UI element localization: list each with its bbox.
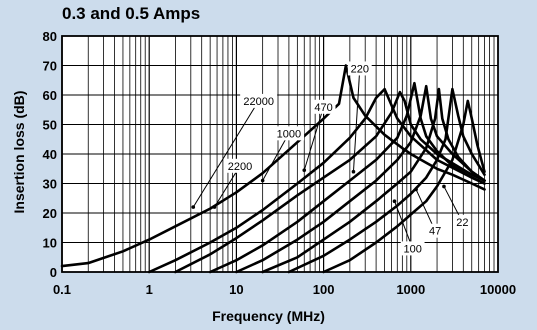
x-tick-label: 1 — [146, 282, 153, 297]
label-bg-2200 — [224, 158, 256, 173]
leader-arrowhead-220 — [351, 169, 356, 174]
x-tick-label: 100 — [313, 282, 335, 297]
series-label-22: 22 — [456, 217, 468, 229]
series-line-22 — [322, 99, 486, 274]
x-axis-label: Frequency (MHz) — [212, 308, 325, 324]
y-tick-label: 50 — [43, 118, 57, 133]
series-label-100: 100 — [403, 243, 421, 255]
label-bg-47 — [426, 223, 444, 238]
leader-line-470 — [303, 106, 325, 171]
y-tick-label: 20 — [43, 206, 57, 221]
label-bg-22000 — [240, 93, 278, 108]
label-bg-1000 — [273, 126, 305, 141]
y-tick-label: 10 — [43, 236, 57, 251]
leader-line-1000 — [262, 133, 290, 181]
leader-line-100 — [394, 201, 414, 249]
series-label-22000: 22000 — [243, 96, 274, 108]
series-line-2200 — [147, 87, 486, 274]
series-label-2200: 2200 — [228, 161, 252, 173]
leader-arrowhead-470 — [302, 168, 307, 173]
y-axis-label: Insertion loss (dB) — [11, 91, 27, 214]
series-line-220 — [235, 84, 486, 274]
leader-arrowhead-2200 — [212, 205, 217, 209]
series-label-220: 220 — [351, 63, 369, 75]
label-bg-220 — [347, 61, 372, 76]
leader-line-220 — [352, 68, 361, 172]
series-label-470: 470 — [314, 102, 332, 114]
x-tick-label: 0.1 — [53, 282, 71, 297]
label-bg-22 — [453, 214, 471, 229]
x-tick-label: 10 — [229, 282, 243, 297]
series-label-47: 47 — [429, 226, 441, 238]
y-tick-label: 30 — [43, 177, 57, 192]
x-tick-label: 1000 — [396, 282, 425, 297]
y-tick-label: 40 — [43, 147, 57, 162]
leader-arrowhead-100 — [392, 199, 397, 203]
leader-line-22000 — [192, 100, 260, 208]
leader-arrowhead-22 — [442, 184, 446, 189]
series-line-47 — [287, 87, 486, 274]
series-line-1000 — [174, 90, 486, 274]
x-tick-label: 10000 — [480, 282, 516, 297]
leader-arrowhead-22000 — [191, 205, 196, 209]
plot-frame — [61, 35, 499, 273]
y-tick-label: 60 — [43, 88, 57, 103]
y-tick-label: 80 — [43, 29, 57, 44]
leader-arrowhead-1000 — [260, 178, 265, 183]
label-bg-100 — [400, 241, 425, 256]
series-label-1000: 1000 — [277, 128, 301, 140]
series-line-22000 — [60, 64, 486, 268]
y-tick-label: 0 — [50, 265, 57, 280]
y-tick-label: 70 — [43, 59, 57, 74]
series-line-470 — [208, 81, 486, 274]
leader-arrowhead-47 — [414, 187, 418, 192]
label-bg-470 — [311, 99, 336, 114]
chart-title: 0.3 and 0.5 Amps — [62, 4, 201, 23]
